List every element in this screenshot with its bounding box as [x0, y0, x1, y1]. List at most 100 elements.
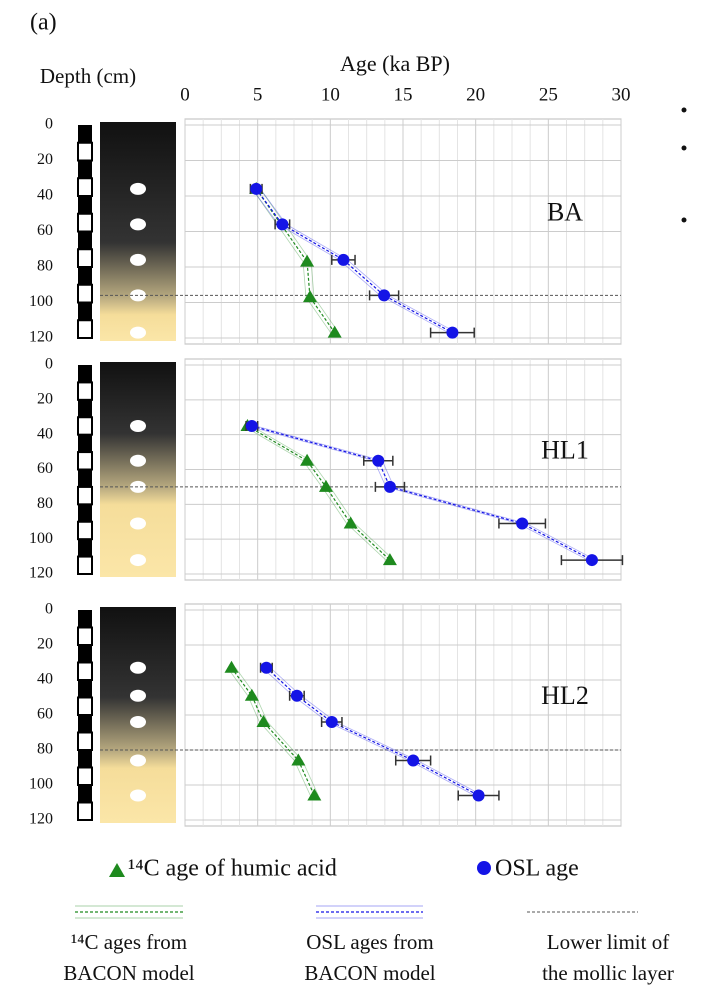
- y-tick-label: 20: [37, 636, 53, 653]
- data-point: [343, 516, 358, 529]
- y-tick-label: 100: [29, 293, 53, 310]
- y-tick-label: 80: [37, 258, 53, 275]
- sample-dot: [130, 326, 146, 339]
- legend-label: OSL age: [495, 856, 579, 882]
- data-point: [291, 753, 306, 766]
- scale-white: [77, 520, 93, 541]
- y-tick-label: 40: [37, 671, 53, 688]
- bullet: [681, 145, 687, 151]
- scale-black: [78, 231, 92, 250]
- y-tick-label: 100: [29, 530, 53, 547]
- scale-black: [78, 434, 92, 453]
- panel-label: HL1: [541, 436, 589, 465]
- data-point: [260, 661, 273, 674]
- sample-dot: [130, 716, 146, 728]
- y-tick-label: 80: [37, 495, 53, 512]
- data-point: [337, 253, 350, 266]
- panel-label: HL2: [541, 681, 589, 710]
- x-tick-label: 30: [612, 84, 631, 105]
- data-point: [300, 453, 315, 466]
- data-point: [325, 716, 338, 728]
- data-point: [446, 326, 459, 339]
- scale-black: [78, 399, 92, 418]
- sample-dot: [130, 454, 146, 467]
- data-point: [300, 254, 315, 267]
- data-point: [516, 517, 529, 530]
- data-point: [307, 788, 322, 801]
- scale-black: [78, 160, 92, 179]
- x-tick-label: 10: [321, 84, 340, 105]
- data-point: [383, 480, 396, 493]
- sample-dot: [130, 517, 146, 530]
- data-point: [327, 325, 342, 338]
- scale-white: [77, 248, 93, 268]
- bullet: [681, 217, 687, 223]
- scale-white: [77, 212, 93, 233]
- legend-label: BACON model: [63, 961, 194, 985]
- data-point: [378, 289, 391, 302]
- scale-white: [77, 731, 93, 751]
- scale-white: [77, 319, 93, 339]
- scale-white: [77, 555, 93, 575]
- y-tick-label: 0: [45, 356, 53, 373]
- x-tick-label: 25: [539, 84, 558, 105]
- y-tick-label: 40: [37, 187, 53, 204]
- y-tick-label: 120: [29, 565, 53, 582]
- bullet: [681, 107, 687, 113]
- y-tick-label: 0: [45, 601, 53, 618]
- y-tick-label: 20: [37, 391, 53, 408]
- scale-black: [78, 715, 92, 733]
- data-point: [372, 454, 385, 467]
- sample-dot: [130, 218, 146, 231]
- data-point: [256, 715, 271, 727]
- y-tick-label: 60: [37, 706, 53, 723]
- scale-white: [77, 283, 93, 304]
- scale-white: [77, 177, 93, 197]
- y-tick-label: 60: [37, 222, 53, 239]
- sample-dot: [130, 253, 146, 266]
- scale-white: [77, 661, 93, 681]
- x-tick-label: 0: [180, 84, 190, 105]
- sample-dot: [130, 789, 146, 802]
- data-point: [244, 688, 259, 701]
- scale-black: [78, 785, 92, 803]
- data-point: [407, 754, 420, 767]
- sample-dot: [130, 661, 146, 674]
- sample-dot: [130, 554, 146, 567]
- scale-black: [78, 469, 92, 487]
- scale-white: [77, 416, 93, 436]
- y-tick-label: 80: [37, 741, 53, 758]
- scale-white: [77, 696, 93, 716]
- legend-label: OSL ages from: [306, 930, 434, 954]
- scale-black: [78, 504, 92, 522]
- scale-white: [77, 381, 93, 401]
- legend-label: the mollic layer: [542, 961, 674, 985]
- data-point: [290, 689, 303, 702]
- data-point: [276, 218, 289, 231]
- legend-label: ¹⁴C ages from: [71, 930, 187, 954]
- data-point: [382, 553, 397, 566]
- model-line: [251, 425, 593, 561]
- soil-profile: [100, 607, 176, 823]
- data-point: [585, 554, 598, 567]
- y-tick-label: 60: [37, 460, 53, 477]
- data-point: [318, 479, 333, 492]
- scale-black: [78, 267, 92, 285]
- data-point: [472, 789, 485, 802]
- sample-dot: [130, 754, 146, 767]
- data-point: [245, 419, 258, 432]
- scale-black: [78, 610, 92, 628]
- figure-label: (a): [30, 10, 57, 36]
- scale-white: [77, 766, 93, 786]
- panel-label: BA: [547, 197, 583, 226]
- legend-marker: [109, 863, 125, 877]
- x-tick-label: 20: [466, 84, 485, 105]
- scale-white: [77, 485, 93, 506]
- x-tick-label: 5: [253, 84, 263, 105]
- scale-black: [78, 125, 92, 143]
- data-point: [250, 182, 263, 195]
- scale-black: [78, 750, 92, 768]
- data-point: [224, 660, 239, 673]
- scale-black: [78, 680, 92, 698]
- legend-label: Lower limit of: [547, 930, 669, 954]
